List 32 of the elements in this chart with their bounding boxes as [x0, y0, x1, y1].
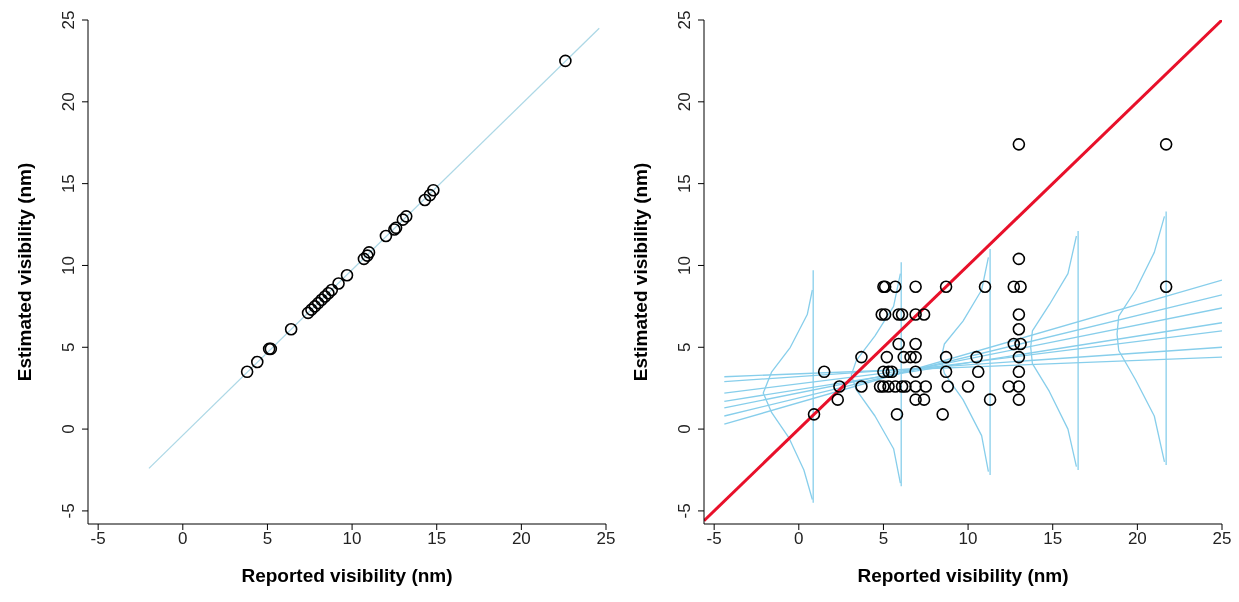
y-tick-label: -5	[675, 503, 694, 519]
y-tick-label: 20	[675, 92, 694, 112]
x-tick-label: 0	[178, 529, 188, 549]
y-tick-label: 0	[675, 424, 694, 434]
x-tick-label: 10	[342, 529, 362, 549]
x-tick-label: 5	[262, 529, 273, 549]
x-axis-title: Reported visibility (nm)	[241, 565, 453, 586]
y-tick-label: 0	[59, 424, 78, 434]
x-tick-label: 5	[878, 529, 889, 549]
y-tick-label: 10	[59, 255, 78, 275]
y-tick-label: 5	[59, 342, 78, 353]
y-tick-label: 15	[59, 174, 78, 194]
x-tick-label: 10	[958, 529, 978, 549]
x-tick-label: -5	[706, 529, 722, 549]
x-tick-label: 20	[511, 529, 531, 549]
x-axis-title: Reported visibility (nm)	[857, 565, 1069, 586]
x-tick-label: 15	[427, 529, 447, 549]
y-tick-label: 25	[675, 10, 694, 30]
y-axis-title: Estimated visibility (nm)	[13, 162, 35, 382]
x-tick-label: 15	[1043, 529, 1063, 549]
x-tick-label: -5	[90, 529, 106, 549]
x-tick-label: 20	[1127, 529, 1147, 549]
x-tick-label: 25	[596, 529, 616, 549]
y-axis-title: Estimated visibility (nm)	[629, 162, 651, 382]
y-tick-label: 5	[675, 342, 694, 353]
x-tick-label: 0	[794, 529, 804, 549]
y-tick-label: 10	[675, 255, 694, 275]
y-tick-label: 20	[59, 92, 78, 112]
x-tick-label: 25	[1212, 529, 1232, 549]
y-tick-label: 25	[59, 10, 78, 30]
y-tick-label: -5	[59, 503, 78, 519]
y-tick-label: 15	[675, 174, 694, 194]
